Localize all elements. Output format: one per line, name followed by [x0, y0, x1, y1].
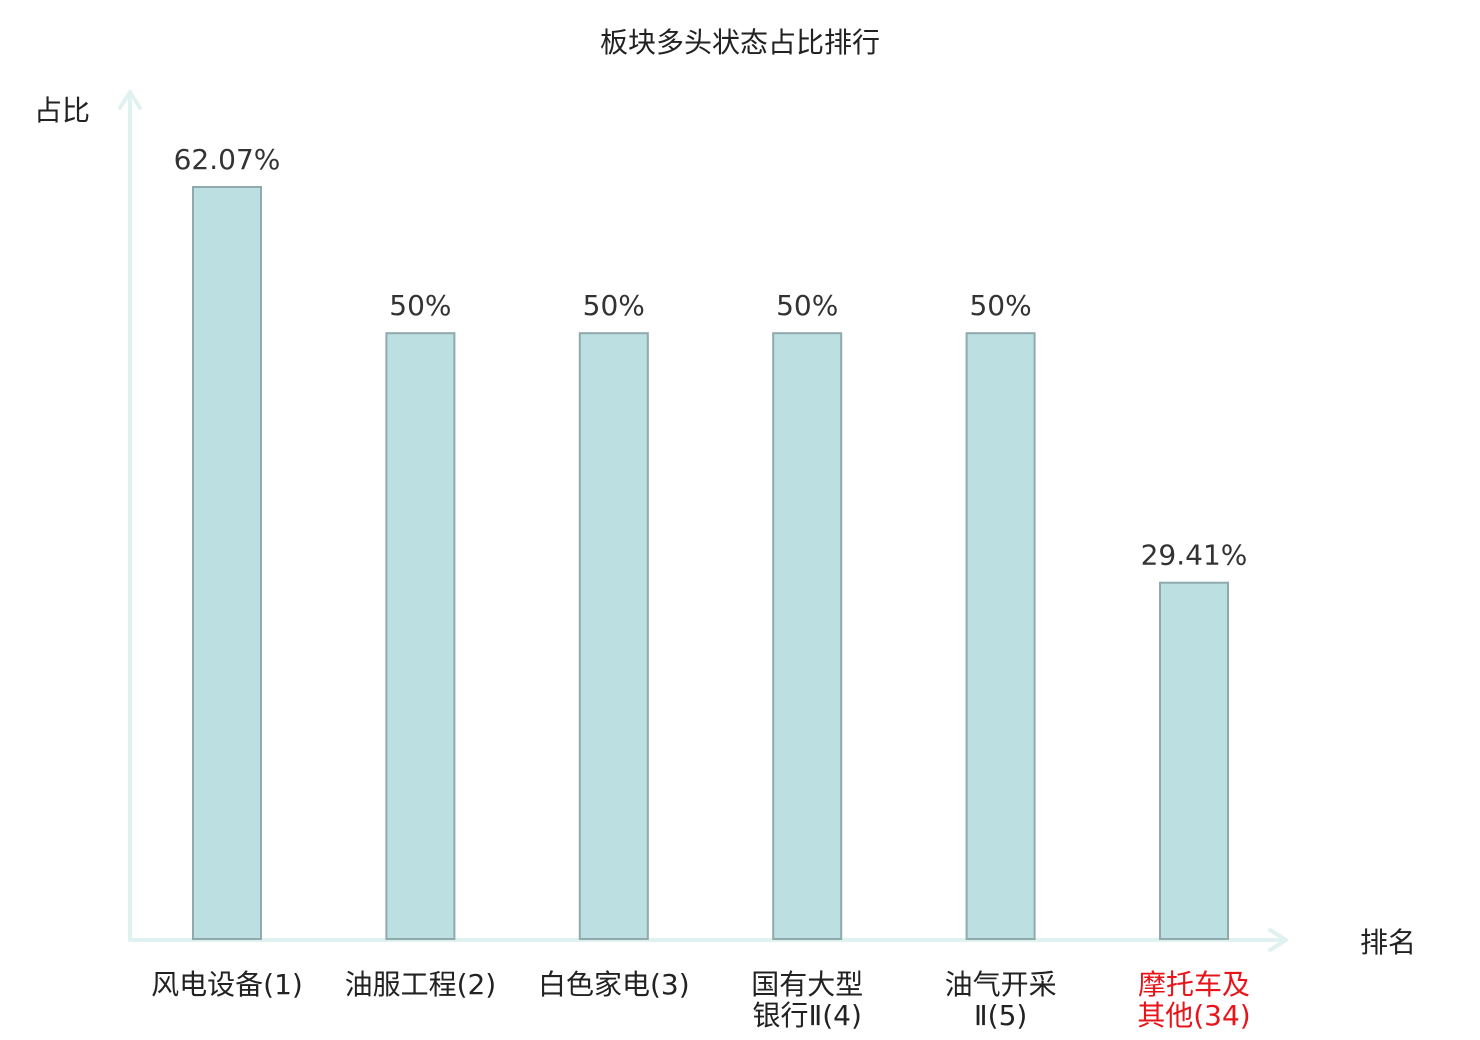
value-label-1: 62.07%: [174, 143, 281, 176]
category-label-5-line-1: 油气开采: [945, 968, 1057, 1001]
category-label-4-line-2: 银行Ⅱ(4): [752, 999, 861, 1032]
category-label-4-line-1: 国有大型: [751, 968, 863, 1001]
value-label-4: 50%: [776, 289, 838, 322]
category-label-2-line-1: 油服工程(2): [345, 968, 497, 1001]
x-axis-arrow: [1268, 928, 1288, 952]
value-label-5: 50%: [969, 289, 1031, 322]
category-label-6-line-1: 摩托车及: [1138, 968, 1250, 1001]
y-axis-arrow: [118, 90, 142, 110]
category-label-5-line-2: Ⅱ(5): [974, 999, 1027, 1032]
x-axis-label: 排名: [1360, 926, 1416, 959]
bar-4: [772, 332, 843, 940]
bar-5: [965, 332, 1036, 940]
bar-1: [192, 186, 262, 940]
category-label-6-line-2: 其他(34): [1137, 999, 1250, 1032]
chart-title: 板块多头状态占比排行: [600, 26, 880, 59]
value-label-3: 50%: [583, 289, 645, 322]
value-label-2: 50%: [389, 289, 451, 322]
bar-2: [385, 332, 456, 940]
category-label-3-line-1: 白色家电(3): [538, 968, 690, 1001]
value-label-6: 29.41%: [1141, 539, 1248, 572]
category-label-1-line-1: 风电设备(1): [151, 968, 303, 1001]
bar-3: [578, 332, 649, 940]
bar-6: [1159, 581, 1229, 940]
y-axis-label: 占比: [34, 94, 90, 127]
bars-group: 62.07% 风电设备(1) 50% 油服工程(2) 50% 白色家电(3) 50% 国有大型…: [151, 143, 1251, 1032]
